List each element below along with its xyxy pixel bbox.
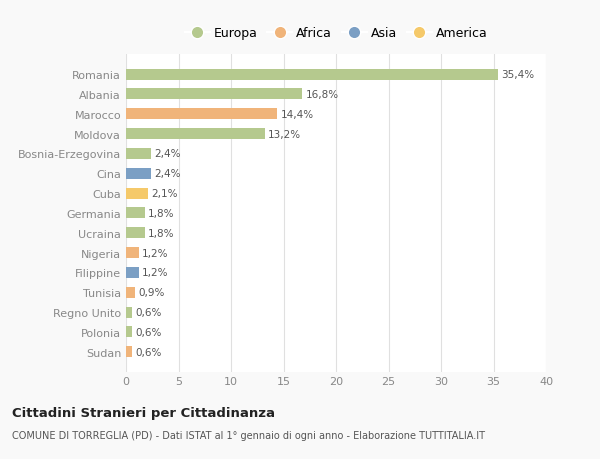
Bar [126, 267, 139, 278]
Text: 1,2%: 1,2% [142, 268, 168, 278]
Bar [126, 327, 133, 338]
Bar [126, 208, 145, 219]
Text: 13,2%: 13,2% [268, 129, 301, 139]
Bar [126, 228, 145, 239]
Text: 1,2%: 1,2% [142, 248, 168, 258]
Bar [126, 89, 302, 100]
Text: 1,8%: 1,8% [148, 228, 175, 238]
Text: 35,4%: 35,4% [501, 70, 534, 80]
Bar [126, 168, 151, 179]
Text: 0,6%: 0,6% [136, 327, 162, 337]
Bar [126, 188, 148, 199]
Bar [126, 149, 151, 160]
Text: 16,8%: 16,8% [305, 90, 338, 100]
Bar [126, 69, 498, 80]
Text: 2,4%: 2,4% [154, 169, 181, 179]
Text: 0,6%: 0,6% [136, 347, 162, 357]
Text: 0,9%: 0,9% [139, 288, 165, 297]
Text: 1,8%: 1,8% [148, 208, 175, 218]
Bar [126, 347, 133, 358]
Text: 14,4%: 14,4% [280, 110, 313, 119]
Text: 0,6%: 0,6% [136, 308, 162, 317]
Bar [126, 307, 133, 318]
Text: 2,4%: 2,4% [154, 149, 181, 159]
Text: Cittadini Stranieri per Cittadinanza: Cittadini Stranieri per Cittadinanza [12, 406, 275, 419]
Bar [126, 109, 277, 120]
Text: COMUNE DI TORREGLIA (PD) - Dati ISTAT al 1° gennaio di ogni anno - Elaborazione : COMUNE DI TORREGLIA (PD) - Dati ISTAT al… [12, 431, 485, 441]
Legend: Europa, Africa, Asia, America: Europa, Africa, Asia, America [181, 23, 491, 44]
Text: 2,1%: 2,1% [151, 189, 178, 199]
Bar [126, 247, 139, 258]
Bar [126, 129, 265, 140]
Bar [126, 287, 136, 298]
